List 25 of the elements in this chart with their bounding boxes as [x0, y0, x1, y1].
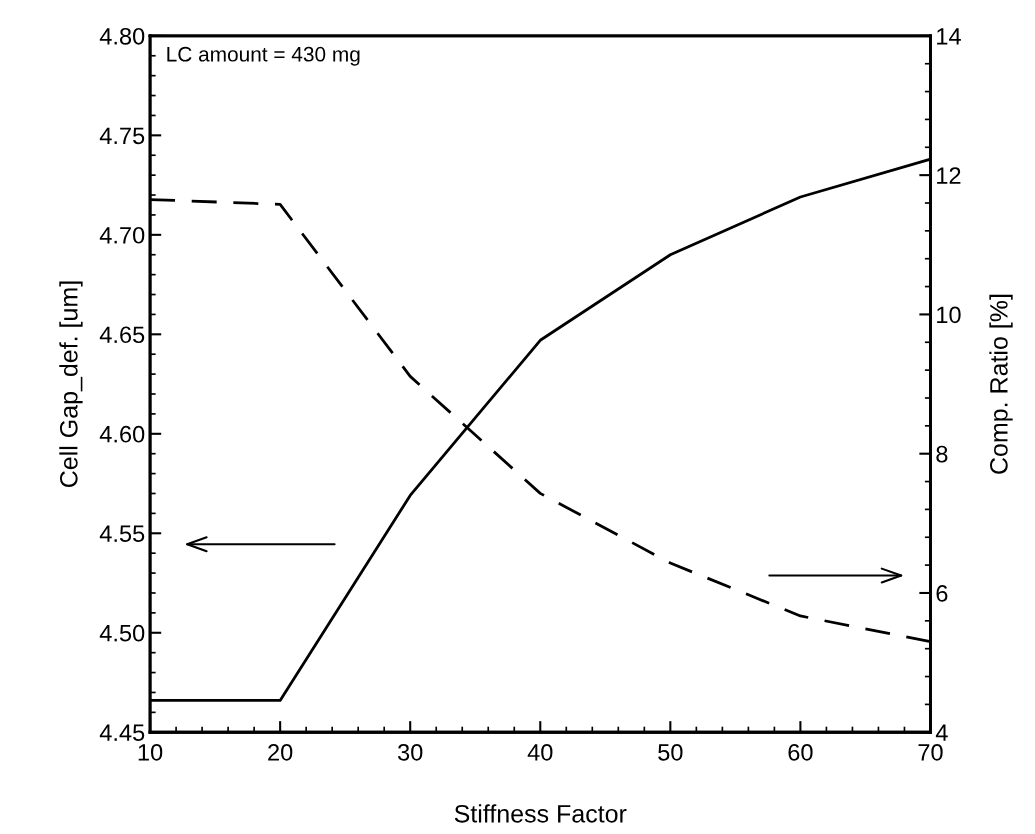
- y-tick-label: 4.60: [99, 425, 145, 443]
- x-tick-label: 20: [268, 743, 293, 761]
- y-tick-label: 4.50: [99, 624, 145, 642]
- y2-tick-label: 8: [936, 445, 948, 463]
- y2-tick-label: 12: [937, 167, 961, 184]
- y2-tick-label: 6: [936, 585, 948, 602]
- x-tick-label: 50: [658, 743, 683, 761]
- y2-tick-label: 14: [937, 28, 961, 45]
- y-tick-label: 4.75: [99, 127, 145, 145]
- x-tick-label: 10: [138, 743, 163, 761]
- y-tick-label: 4.80: [99, 27, 145, 45]
- y-axis-title: Cell Gap_def. [um]: [59, 281, 83, 487]
- x-axis-title: Stiffness Factor: [454, 804, 627, 823]
- x-tick-label: 70: [918, 743, 943, 761]
- y2-axis-title: Comp. Ratio [%]: [989, 294, 1013, 474]
- x-tick-label: 30: [397, 743, 423, 761]
- y-tick-label: 4.65: [99, 326, 145, 344]
- y2-tick-label: 10: [937, 306, 961, 324]
- y-tick-label: 4.55: [99, 525, 145, 543]
- annotation: LC amount = 430 mg: [167, 46, 360, 66]
- y-tick-label: 4.45: [99, 724, 145, 742]
- y2-tick-label: 4: [935, 724, 948, 741]
- y-tick-label: 4.70: [99, 226, 145, 244]
- x-tick-label: 60: [788, 743, 813, 761]
- x-tick-label: 40: [527, 743, 553, 761]
